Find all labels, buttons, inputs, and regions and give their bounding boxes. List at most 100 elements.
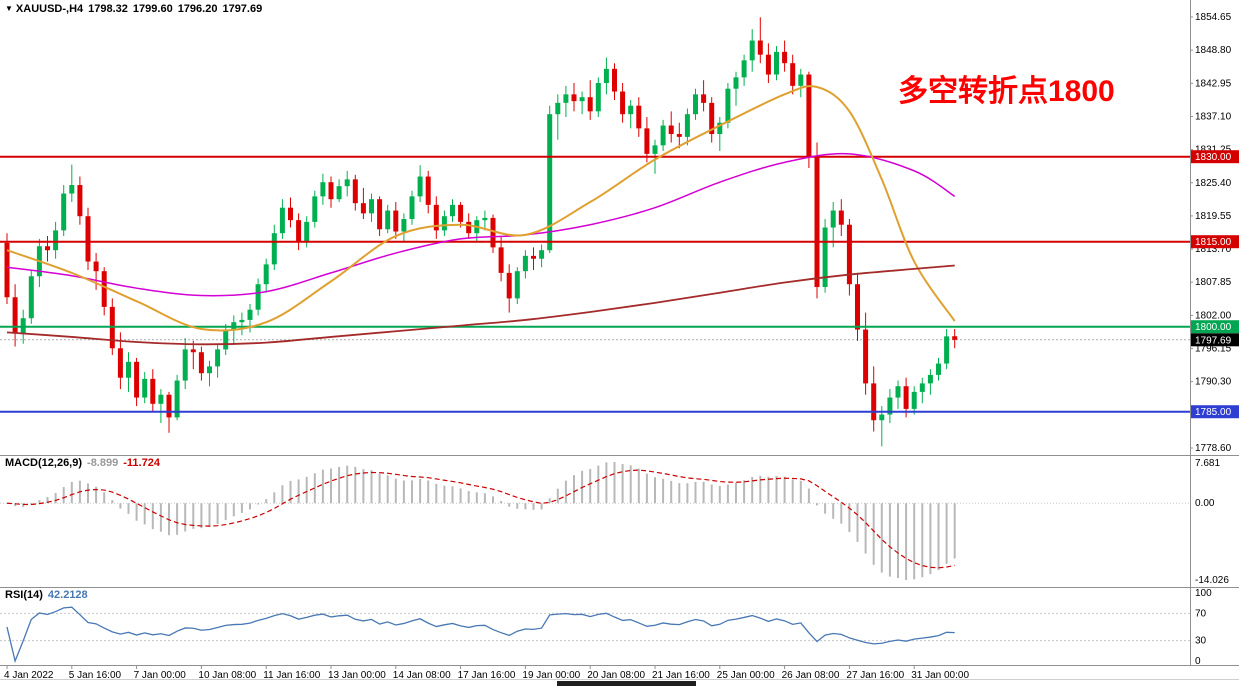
candle-body [798,74,804,86]
candle-body [433,204,439,231]
candle-body [61,193,67,231]
candle-body [182,349,188,381]
candle-body [425,176,431,205]
candle-body [814,156,820,288]
candle-body [709,102,715,135]
candle-body [336,186,342,200]
price-axis-label: 1848.80 [1195,45,1232,56]
candle-body [806,74,812,157]
candle-body [741,60,747,78]
candle-body [255,284,261,310]
candle-body [352,179,358,204]
ohlc-open: 1798.32 [88,3,128,15]
candle-body [514,271,520,299]
candle-body [620,91,626,115]
candle-body [531,255,536,259]
candle-body [587,97,593,112]
candle-body [126,361,131,378]
candle-body [12,297,18,334]
candle-body [555,102,561,115]
horizontal-scrollbar-track[interactable] [0,679,1239,688]
collapse-arrow-icon: ▼ [5,4,13,13]
candle-body [263,264,269,285]
candle-body [612,68,617,92]
candle-body [539,250,545,259]
macd-axis-label: -14.026 [1195,575,1229,586]
ma-mid-orange [6,85,956,332]
ohlc-close: 1797.69 [222,3,263,15]
chart-title: ▼ XAUUSD-,H4 1798.32 1799.60 1796.20 1797.69 [5,3,267,15]
candle-body [927,374,933,384]
candle-body [563,94,569,103]
candle-body [936,363,941,375]
candle-body [393,210,399,232]
candle-body [838,210,844,225]
candle-body [85,216,91,262]
annotation-text: 多空转折点1800 [898,75,1115,108]
candle-body [158,394,164,404]
price-axis-label: 1778.60 [1195,443,1232,454]
price-axis-label: 1825.40 [1195,178,1232,189]
candle-body [628,105,634,115]
candle-body [757,40,763,55]
time-axis-label: 21 Jan 16:00 [652,670,710,681]
macd-axis-label: 0.00 [1195,498,1215,509]
price-tag-label: 1785.00 [1195,407,1232,418]
time-axis-label: 11 Jan 16:00 [263,670,321,681]
candle-body [223,329,229,350]
ma-fast-magenta [6,152,956,297]
candle-body [790,63,796,86]
macd-indicator-label: MACD(12,26,9) -8.899 -11.724 [5,457,160,469]
time-axis-label: 31 Jan 00:00 [911,670,969,681]
candle-body [895,386,901,398]
candle-body [385,210,391,230]
candle-body [377,199,383,230]
horizontal-scrollbar-thumb[interactable] [557,681,696,686]
price-tag [1191,150,1239,164]
candle-body [717,122,723,135]
candle-body [239,319,245,323]
candle-body [190,349,196,353]
candle-body [142,378,148,398]
candle-body [749,40,755,61]
candle-body [360,203,366,214]
candle-body [166,394,172,418]
candle-body [952,336,958,340]
candle-body [782,51,788,64]
candle-body [288,207,293,221]
candle-body [701,94,707,103]
rsi-indicator-label: RSI(14) 42.2128 [5,589,88,601]
candle-body [498,247,504,273]
macd-histogram [14,462,956,580]
rsi-title: RSI(14) [5,589,43,601]
candle-body [450,204,455,217]
candle-body [863,329,869,384]
candle-body [579,97,585,102]
candle-body [693,94,698,115]
candle-body [134,361,140,398]
candle-body [846,224,852,285]
candle-body [101,271,107,307]
candle-body [571,94,577,102]
candle-body [603,68,609,84]
time-axis-label: 4 Jan 2022 [4,670,54,681]
candle-body [344,179,350,187]
price-axis-label: 1813.70 [1195,244,1232,255]
candle-body [830,210,836,228]
time-axis-label: 14 Jan 08:00 [393,670,451,681]
price-tag [1191,235,1239,249]
candle-body [312,196,318,222]
candle-body [174,380,180,418]
candle-body [271,233,277,265]
candle-body [822,227,828,288]
price-tag-label: 1830.00 [1195,152,1232,163]
price-axis-label: 1837.10 [1195,111,1232,122]
symbol-period-label: XAUUSD-,H4 [15,3,84,15]
candle-body [247,309,253,320]
price-tag [1191,320,1239,334]
price-tag [1191,333,1239,347]
price-axis-label: 1854.65 [1195,12,1232,23]
macd-title: MACD(12,26,9) [5,457,83,469]
candle-body [660,125,666,146]
